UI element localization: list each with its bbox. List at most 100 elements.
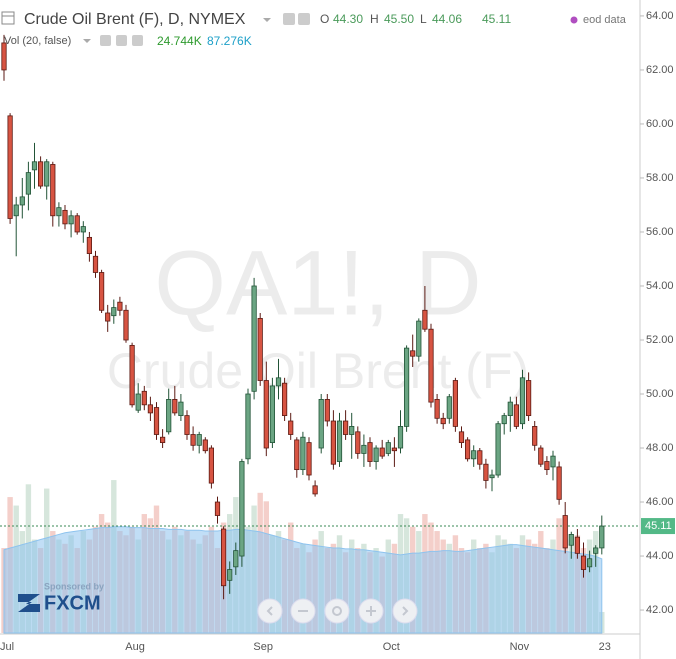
candle-body bbox=[440, 417, 446, 425]
candle-body bbox=[379, 447, 385, 457]
candle-body bbox=[62, 209, 68, 225]
candle-body bbox=[391, 447, 398, 452]
candle-body bbox=[538, 447, 544, 465]
candle-body bbox=[251, 285, 257, 392]
candle-body bbox=[495, 423, 501, 476]
candle-body bbox=[349, 426, 355, 435]
watermark: QA1!, D Crude Oil Brent (F) bbox=[107, 232, 529, 399]
candle-body bbox=[599, 525, 605, 549]
candle-body bbox=[446, 396, 452, 419]
candle-body bbox=[68, 215, 74, 225]
icon bbox=[402, 606, 409, 616]
sponsor-brand: FXCM bbox=[44, 592, 101, 614]
candle-body bbox=[367, 442, 373, 462]
candle-body bbox=[471, 450, 477, 460]
candle-body bbox=[123, 309, 129, 341]
y-tick-label: 48.00 bbox=[646, 442, 674, 454]
y-tick-label: 62.00 bbox=[646, 64, 674, 76]
y-tick-label: 64.00 bbox=[646, 10, 674, 22]
candle-body bbox=[300, 436, 306, 471]
candle-body bbox=[257, 317, 263, 381]
candle-body bbox=[263, 380, 269, 449]
candle-body bbox=[50, 164, 56, 217]
candle-body bbox=[477, 450, 483, 465]
candle-body bbox=[208, 447, 214, 484]
candle-body bbox=[355, 431, 361, 454]
candle-body bbox=[507, 401, 513, 417]
legend-low: 44.06 bbox=[432, 12, 462, 26]
source-label: eod data bbox=[583, 14, 627, 26]
candle-body bbox=[416, 320, 422, 357]
candle-body bbox=[19, 196, 25, 206]
candle-body bbox=[111, 307, 117, 317]
candle-body bbox=[306, 442, 312, 476]
candle-body bbox=[294, 439, 300, 471]
reset[interactable] bbox=[324, 598, 350, 624]
legend-open: 44.30 bbox=[333, 12, 363, 26]
dropdown-icon[interactable] bbox=[263, 18, 271, 22]
candle-body bbox=[25, 172, 32, 195]
last-price-label: 45.11 bbox=[645, 520, 672, 532]
candle-body bbox=[105, 312, 111, 322]
candle-body bbox=[227, 569, 233, 581]
icon bbox=[366, 606, 376, 616]
candle-body bbox=[483, 463, 489, 481]
icon bbox=[266, 606, 273, 616]
candle-body bbox=[135, 393, 141, 411]
candle-body bbox=[172, 399, 178, 414]
candle-body bbox=[318, 399, 324, 449]
candle-body bbox=[44, 161, 50, 187]
candle-body bbox=[275, 377, 282, 387]
settings-icon[interactable] bbox=[116, 35, 127, 46]
candle-body bbox=[233, 550, 239, 568]
y-tick-label: 56.00 bbox=[646, 226, 674, 238]
candle-body bbox=[38, 161, 44, 187]
y-tick-label: 52.00 bbox=[646, 334, 674, 346]
candle-body bbox=[568, 534, 574, 546]
settings-icon[interactable] bbox=[100, 35, 111, 46]
candle-body bbox=[166, 399, 172, 433]
candle-body bbox=[587, 558, 593, 568]
candle-body bbox=[342, 420, 349, 435]
settings-icon[interactable] bbox=[298, 13, 310, 25]
candle-body bbox=[74, 215, 80, 233]
dropdown-icon[interactable] bbox=[83, 39, 91, 43]
close-icon[interactable] bbox=[132, 35, 143, 46]
candle-body bbox=[92, 255, 99, 273]
candle-body bbox=[86, 236, 92, 254]
candle-body bbox=[239, 461, 245, 557]
candle-body bbox=[513, 404, 520, 427]
candle-body bbox=[153, 407, 160, 435]
candle-body bbox=[190, 434, 196, 446]
menu-icon[interactable] bbox=[1, 11, 15, 25]
candle-body bbox=[501, 415, 507, 425]
volume-ma-area bbox=[3, 526, 603, 634]
nav-buttons bbox=[257, 598, 418, 624]
candle-body bbox=[312, 485, 318, 495]
y-tick-label: 58.00 bbox=[646, 172, 674, 184]
candle-body bbox=[159, 436, 166, 444]
watermark-symbol: QA1!, D bbox=[154, 232, 481, 334]
settings-icon[interactable] bbox=[283, 13, 295, 25]
candle-body bbox=[129, 344, 135, 406]
nav-left[interactable] bbox=[257, 598, 283, 624]
candle-body bbox=[7, 115, 13, 219]
candle-body bbox=[410, 350, 416, 357]
candle-body bbox=[184, 415, 190, 435]
y-tick-label: 44.00 bbox=[646, 550, 674, 562]
candle-body bbox=[336, 420, 343, 462]
candle-body bbox=[574, 536, 581, 554]
candle-body bbox=[519, 377, 526, 425]
sponsor-text: Sponsored by bbox=[44, 581, 104, 591]
candle-body bbox=[373, 447, 379, 462]
candle-body bbox=[562, 515, 568, 549]
nav-icons bbox=[266, 606, 409, 616]
nav-right[interactable] bbox=[392, 598, 418, 624]
sponsor-logo bbox=[18, 594, 40, 612]
watermark-name: Crude Oil Brent (F) bbox=[107, 343, 529, 399]
candle-body bbox=[428, 328, 434, 403]
candle-body bbox=[434, 399, 440, 419]
source-dot bbox=[570, 16, 578, 24]
candle-body bbox=[117, 301, 123, 311]
